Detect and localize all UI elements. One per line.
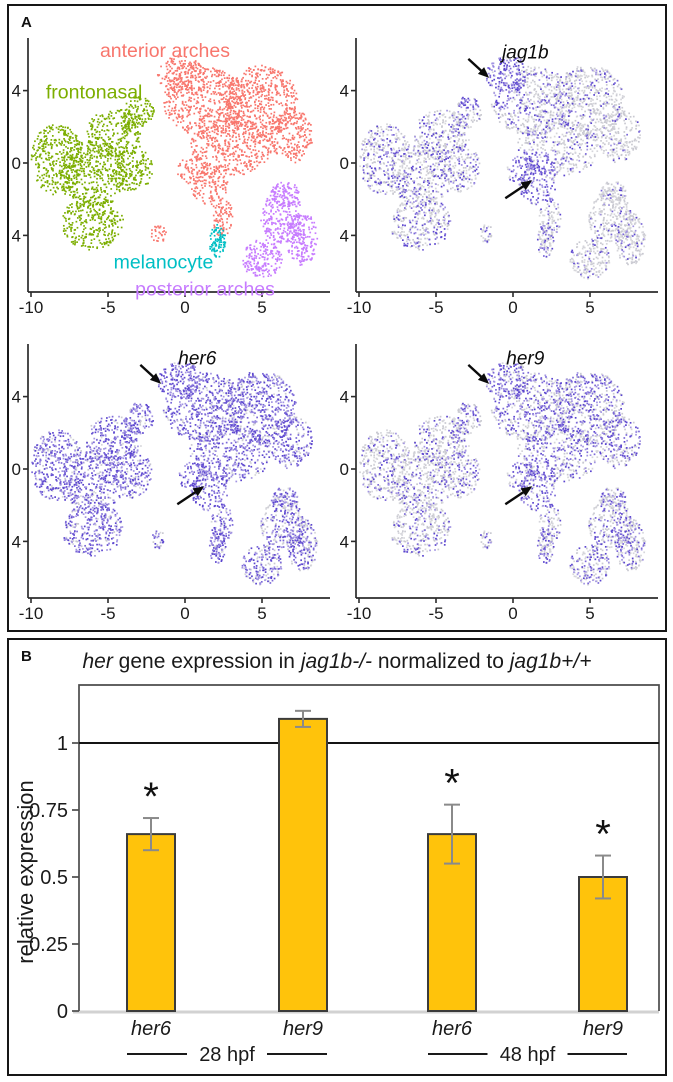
y-tick-label: -4 xyxy=(340,226,349,245)
umap-expression-plot-her6: -10 -5 0 5 4 0 -4 her6 xyxy=(12,318,334,624)
y-tick-label: 0.5 xyxy=(40,867,68,889)
x-tick-label: -10 xyxy=(19,298,44,317)
annotation-arrow-shaft xyxy=(467,58,484,73)
annotation-arrow-head-icon xyxy=(520,486,533,497)
x-tick-label: 5 xyxy=(257,298,266,317)
y-tick-label: 1 xyxy=(57,733,68,755)
bar-label-her9: her9 xyxy=(583,1018,623,1040)
x-tick-label: 5 xyxy=(585,604,594,623)
annotation-arrow-head-icon xyxy=(192,486,205,497)
annotation-arrow-head-icon xyxy=(149,373,162,384)
y-tick-label: 4 xyxy=(12,388,21,407)
y-axis-label: relative expression xyxy=(13,780,38,963)
plot-box xyxy=(78,684,660,1011)
bar-chart-title-segment: jag1b-/- xyxy=(300,650,373,673)
annotation-arrow-head-icon xyxy=(520,180,533,191)
y-tick-label: 4 xyxy=(340,388,349,407)
annotation-arrow-shaft xyxy=(504,184,526,200)
y-tick-label: -4 xyxy=(340,532,349,551)
scatter-points-canvas xyxy=(12,12,334,318)
y-tick-label: 0 xyxy=(340,154,349,173)
bar-her9-28hpf xyxy=(278,717,328,1012)
bar-label-her6: her6 xyxy=(432,1018,473,1040)
umap-axes-overlay: -10 -5 0 5 4 0 -4 anterior arches frontonasal mel… xyxy=(12,38,330,317)
x-tick-label: 5 xyxy=(585,298,594,317)
annotation-arrow-shaft xyxy=(176,490,198,506)
group-label: 48 hpf xyxy=(500,1044,556,1066)
x-tick-label: 0 xyxy=(180,604,189,623)
group-label: 28 hpf xyxy=(199,1044,255,1066)
annotation-arrow-shaft xyxy=(504,490,526,506)
x-tick-label: -10 xyxy=(19,604,44,623)
x-tick-label: 0 xyxy=(508,298,517,317)
panel-b-bar-chart: B her gene expression in jag1b-/- normal… xyxy=(7,638,667,1076)
bar-chart-title-segment: her xyxy=(82,650,113,673)
bar-her6-28hpf xyxy=(126,833,176,1012)
bar-label-her9: her9 xyxy=(283,1018,323,1040)
scatter-points-canvas xyxy=(12,318,334,624)
panel-b-label: B xyxy=(21,648,32,665)
bar-label-her6: her6 xyxy=(131,1018,172,1040)
bar-chart-title-segment: normalized to xyxy=(372,650,510,673)
umap-axes-overlay: -10 -5 0 5 4 0 -4 jag1b xyxy=(340,38,658,317)
umap-axes-overlay: -10 -5 0 5 4 0 -4 her9 xyxy=(340,344,658,623)
x-tick-label: 0 xyxy=(180,298,189,317)
y-tick-label: 0 xyxy=(12,460,21,479)
x-tick-label: -10 xyxy=(347,298,372,317)
x-tick-label: -5 xyxy=(428,298,443,317)
annotation-arrow-shaft xyxy=(139,364,156,379)
annotation-arrow-head-icon xyxy=(477,67,490,78)
y-tick-label: 4 xyxy=(340,82,349,101)
y-tick-label: 4 xyxy=(12,82,21,101)
umap-cluster-plot: -10 -5 0 5 4 0 -4 anterior arches frontonasal mel… xyxy=(12,12,334,318)
x-tick-label: -5 xyxy=(100,298,115,317)
gene-label-jag1b: jag1b xyxy=(499,43,549,64)
y-tick-label: 0.25 xyxy=(29,934,68,956)
gene-label-her9: her9 xyxy=(506,349,544,370)
x-tick-label: 0 xyxy=(508,604,517,623)
annotation-arrow-shaft xyxy=(467,364,484,379)
bar-chart-title: her gene expression in jag1b-/- normaliz… xyxy=(9,650,665,674)
significance-asterisk: * xyxy=(444,762,460,806)
cluster-label-frontonasal: frontonasal xyxy=(46,81,142,103)
annotation-arrow-head-icon xyxy=(477,373,490,384)
y-tick-label: 0 xyxy=(340,460,349,479)
umap-expression-plot-jag1b: -10 -5 0 5 4 0 -4 jag1b xyxy=(340,12,662,318)
y-tick-label: 0 xyxy=(12,154,21,173)
bar-chart: 0 0.25 0.5 0.75 1 relative expression * her6 her… xyxy=(13,684,660,1066)
y-tick-label: 0 xyxy=(57,1001,68,1023)
y-tick-label: 0.75 xyxy=(29,800,68,822)
x-tick-label: 5 xyxy=(257,604,266,623)
y-tick-label: -4 xyxy=(12,532,21,551)
significance-asterisk: * xyxy=(143,775,159,819)
gene-label-her6: her6 xyxy=(178,349,216,370)
cluster-label-anterior: anterior arches xyxy=(100,40,230,62)
significance-asterisk: * xyxy=(595,813,611,857)
scatter-points-canvas xyxy=(340,12,662,318)
cluster-label-melanocyte: melanocyte xyxy=(114,252,214,274)
x-tick-label: -5 xyxy=(100,604,115,623)
cluster-label-posterior: posterior arches xyxy=(135,279,275,301)
bar-chart-title-segment: gene expression in xyxy=(112,650,301,673)
umap-expression-plot-her9: -10 -5 0 5 4 0 -4 her9 xyxy=(340,318,662,624)
scatter-points-canvas xyxy=(340,318,662,624)
x-tick-label: -10 xyxy=(347,604,372,623)
x-tick-label: -5 xyxy=(428,604,443,623)
y-tick-label: -4 xyxy=(12,226,21,245)
umap-axes-overlay: -10 -5 0 5 4 0 -4 her6 xyxy=(12,344,330,623)
bar-chart-title-segment: jag1b+/+ xyxy=(509,650,592,673)
